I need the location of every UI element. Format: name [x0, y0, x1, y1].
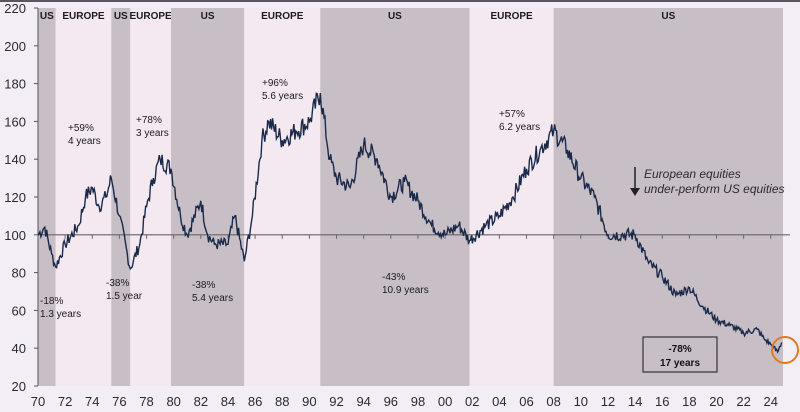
x-tick-label: 04	[492, 394, 506, 409]
region-label: US	[40, 11, 54, 22]
y-tick-label: 200	[4, 39, 26, 54]
annotation-pct: +78%	[136, 115, 162, 126]
y-axis-labels: 20 40 60 80 100 120 140 160 180 200 220	[4, 1, 26, 394]
region-label: EUROPE	[62, 11, 105, 22]
x-tick-label: 08	[546, 394, 560, 409]
x-tick-label: 10	[574, 394, 588, 409]
annotation-duration: 10.9 years	[382, 285, 429, 296]
x-tick-label: 16	[655, 394, 669, 409]
region-us	[111, 8, 131, 386]
x-tick-label: 22	[736, 394, 750, 409]
x-tick-label: 00	[438, 394, 452, 409]
x-tick-label: 74	[85, 394, 99, 409]
x-tick-label: 78	[139, 394, 153, 409]
note-line-2: under-perform US equities	[644, 182, 785, 196]
x-tick-label: 24	[764, 394, 778, 409]
y-tick-label: 160	[4, 114, 26, 129]
x-tick-label: 20	[709, 394, 723, 409]
region-label: US	[201, 11, 215, 22]
annotation-duration: 6.2 years	[499, 122, 540, 133]
annotation-duration: 5.4 years	[192, 293, 233, 304]
x-tick-label: 06	[519, 394, 533, 409]
annotation-duration: 1.5 year	[106, 291, 143, 302]
region-us	[553, 8, 783, 386]
x-tick-label: 98	[411, 394, 425, 409]
annotation-pct: -38%	[106, 278, 129, 289]
annotation-duration: 1.3 years	[40, 309, 81, 320]
x-tick-label: 14	[628, 394, 642, 409]
region-europe	[55, 8, 112, 386]
x-tick-label: 76	[112, 394, 126, 409]
y-tick-label: 120	[4, 190, 26, 205]
x-tick-label: 86	[248, 394, 262, 409]
region-label: US	[388, 11, 402, 22]
x-tick-label: 80	[166, 394, 180, 409]
down-arrow-head-icon	[630, 188, 640, 196]
region-us	[38, 8, 56, 386]
region-us	[170, 8, 245, 386]
annotation-pct: -18%	[40, 296, 63, 307]
annotation-duration: 3 years	[136, 128, 169, 139]
region-label: US	[661, 11, 675, 22]
x-tick-label: 82	[194, 394, 208, 409]
summary-box: -78% 17 years	[642, 336, 718, 373]
y-tick-label: 100	[4, 228, 26, 243]
annotation-pct: -43%	[382, 272, 405, 283]
region-europe	[130, 8, 171, 386]
y-tick-label: 20	[12, 379, 26, 394]
y-tick-label: 40	[12, 341, 26, 356]
y-tick-label: 140	[4, 152, 26, 167]
annotation-pct: -38%	[192, 280, 215, 291]
x-tick-label: 12	[601, 394, 615, 409]
region-label: EUROPE	[261, 11, 304, 22]
summary-duration: 17 years	[660, 358, 700, 369]
y-tick-label: 80	[12, 266, 26, 281]
region-label: EUROPE	[490, 11, 533, 22]
x-axis-labels: 70 72 74 76 78 80 82 84 86 88 90 92 94 96 98 00 02 04 06 08…	[31, 394, 778, 409]
x-tick-label: 88	[275, 394, 289, 409]
region-label: EUROPE	[130, 11, 173, 22]
x-tick-label: 70	[31, 394, 45, 409]
regions: US EUROPE US EUROPE US EUROPE US EUROPE US	[38, 8, 783, 386]
x-tick-label: 84	[221, 394, 235, 409]
region-europe	[469, 8, 554, 386]
x-tick-label: 72	[58, 394, 72, 409]
x-tick-label: 18	[682, 394, 696, 409]
top-border	[0, 0, 800, 2]
summary-pct: -78%	[668, 344, 691, 355]
x-tick-label: 02	[465, 394, 479, 409]
highlight-circle	[771, 336, 799, 364]
y-tick-label: 60	[12, 303, 26, 318]
annotation-pct: +59%	[68, 123, 94, 134]
annotation-duration: 4 years	[68, 136, 101, 147]
annotation-pct: +96%	[262, 78, 288, 89]
y-tick-label: 220	[4, 1, 26, 16]
annotation-duration: 5.6 years	[262, 91, 303, 102]
region-europe	[244, 8, 321, 386]
series-line	[37, 92, 783, 354]
x-tick-label: 92	[329, 394, 343, 409]
region-label: US	[114, 11, 128, 22]
x-tick-label: 94	[356, 394, 370, 409]
y-tick-label: 180	[4, 77, 26, 92]
x-tick-label: 90	[302, 394, 316, 409]
underperform-note: European equities under-perform US equit…	[630, 167, 785, 196]
x-tick-label: 96	[384, 394, 398, 409]
note-line-1: European equities	[644, 167, 741, 181]
annotation-pct: +57%	[499, 109, 525, 120]
